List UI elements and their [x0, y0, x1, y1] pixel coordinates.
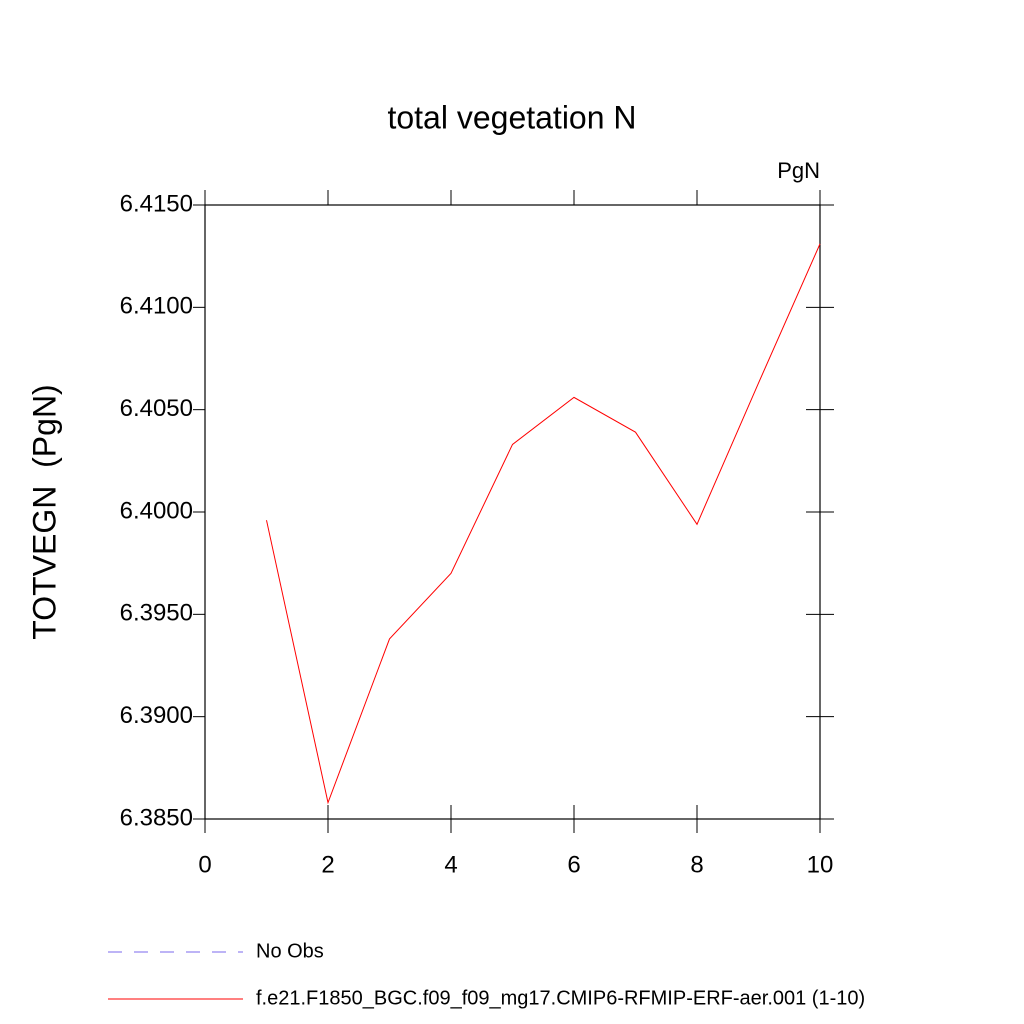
- y-tick-label: 6.4050: [120, 395, 193, 422]
- units-label: PgN: [777, 158, 820, 183]
- x-tick-label: 6: [567, 851, 580, 878]
- y-tick-label: 6.4100: [120, 293, 193, 320]
- x-tick-label: 4: [444, 851, 457, 878]
- x-tick-label: 8: [690, 851, 703, 878]
- y-axis-label: TOTVEGN (PgN): [26, 384, 62, 639]
- legend-label: No Obs: [256, 940, 324, 962]
- y-tick-label: 6.3900: [120, 702, 193, 729]
- plot-frame: [204, 204, 821, 820]
- data-line: [266, 243, 821, 805]
- y-tick-label: 6.4000: [120, 497, 193, 524]
- x-tick-label: 0: [198, 851, 211, 878]
- legend-label: f.e21.F1850_BGC.f09_f09_mg17.CMIP6-RFMIP…: [256, 987, 865, 1009]
- y-tick-label: 6.4150: [120, 190, 193, 217]
- y-tick-label: 6.3850: [120, 804, 193, 831]
- x-tick-label: 10: [807, 851, 834, 878]
- y-tick-label: 6.3950: [120, 600, 193, 627]
- chart-title: total vegetation N: [387, 99, 636, 135]
- x-tick-label: 2: [321, 851, 334, 878]
